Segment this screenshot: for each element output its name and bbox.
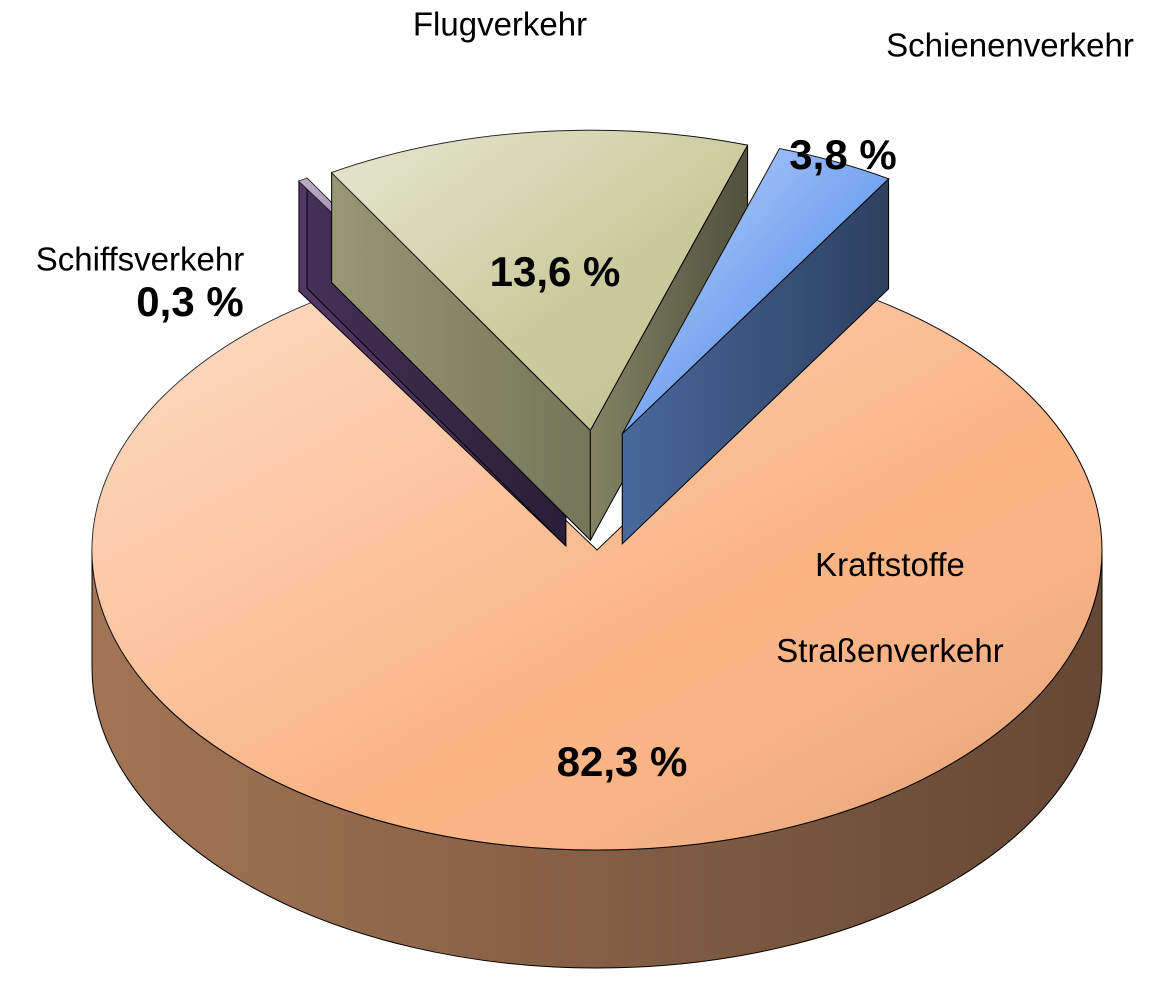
category-label: Flugverkehr: [413, 6, 587, 43]
category-label: Kraftstoffe Straßenverkehr: [740, 522, 1040, 694]
category-label: Schiffsverkehr: [36, 241, 244, 278]
category-label: Schienenverkehr: [886, 27, 1134, 64]
value-label: 82,3 %: [557, 738, 688, 785]
chart: Schiffsverkehr Flugverkehr Schienenverkehr…: [0, 0, 1169, 985]
page: Schiffsverkehr Flugverkehr Schienenverkehr…: [0, 0, 1169, 985]
value-label: 0,3 %: [136, 278, 243, 325]
value-label: 13,6 %: [490, 248, 621, 295]
value-label: 3,8 %: [789, 131, 896, 178]
